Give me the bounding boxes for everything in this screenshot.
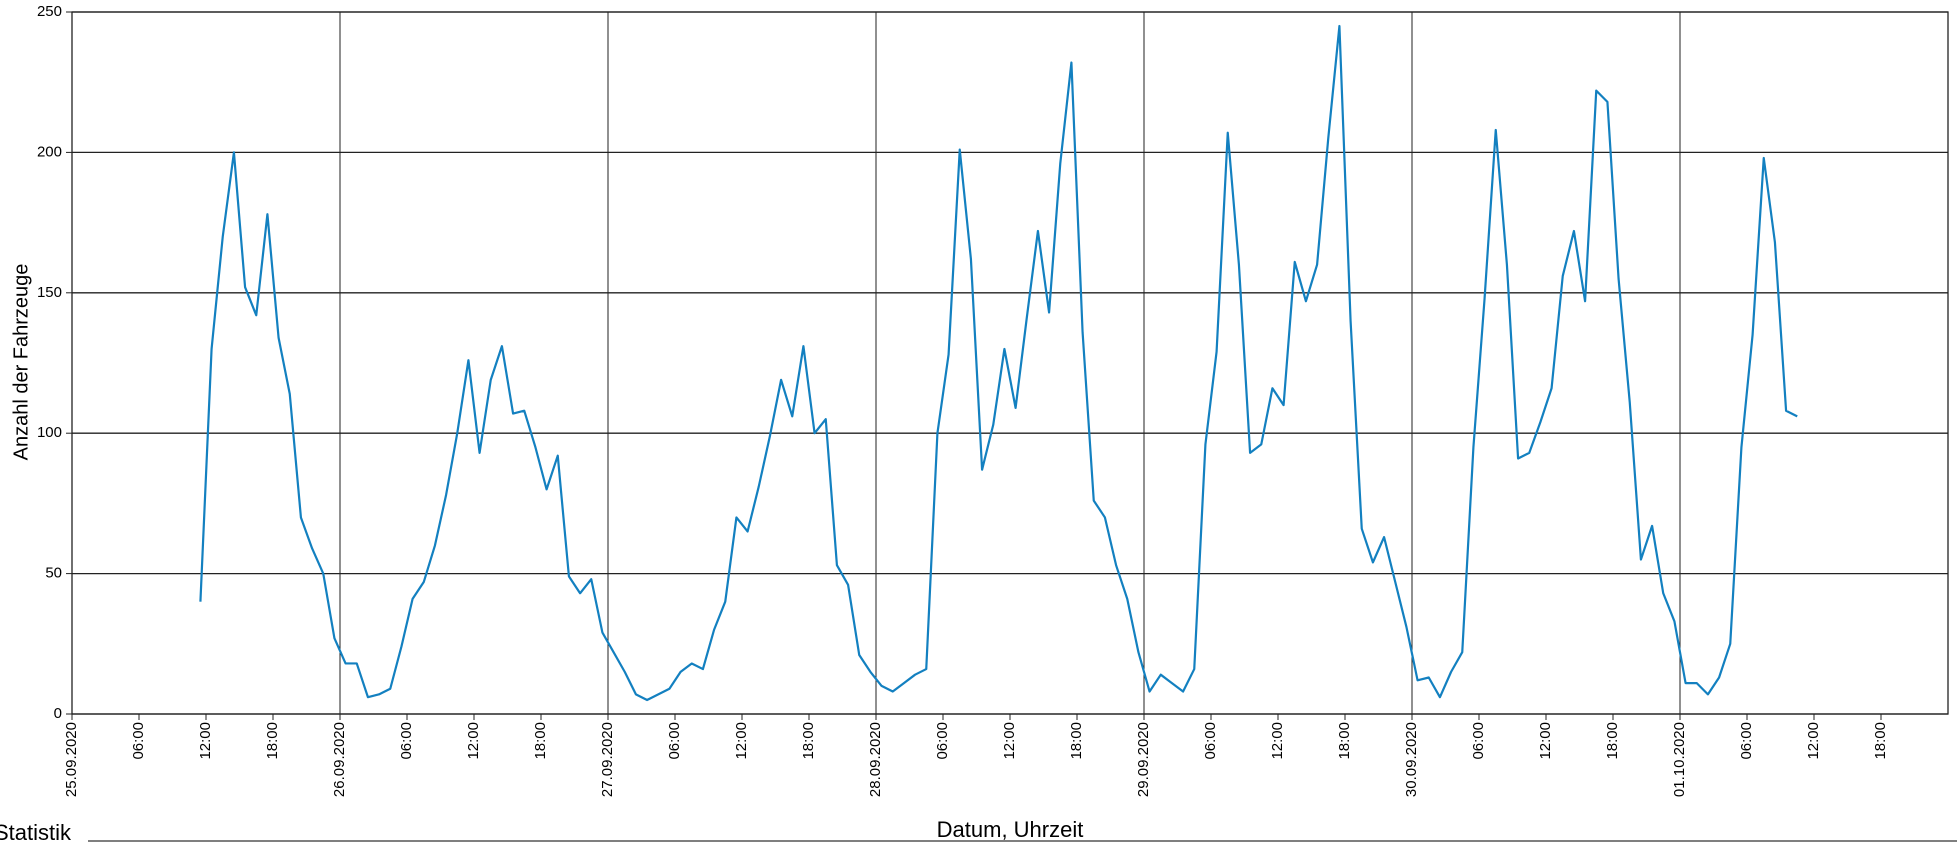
x-tick-label: 06:00 — [934, 722, 951, 760]
data-line — [199, 24, 1798, 702]
x-tick-label: 12:00 — [1537, 722, 1554, 760]
y-tick-label: 250 — [37, 3, 62, 20]
y-axis-title: Anzahl der Fahrzeuge — [10, 264, 32, 461]
x-tick-label: 18:00 — [532, 722, 549, 760]
x-tick-label: 18:00 — [1872, 722, 1889, 760]
x-tick-label: 06:00 — [1202, 722, 1219, 760]
x-tick-label: 25.09.2020 — [63, 722, 80, 797]
x-tick-label: 06:00 — [1470, 722, 1487, 760]
x-tick-label: 27.09.2020 — [599, 722, 616, 797]
x-axis-title: Datum, Uhrzeit — [937, 817, 1084, 842]
x-tick-label: 18:00 — [264, 722, 281, 760]
x-tick-label: 12:00 — [465, 722, 482, 760]
plot-frame — [71, 11, 1949, 715]
y-tick-label: 50 — [45, 565, 62, 582]
x-tick-label: 12:00 — [1805, 722, 1822, 760]
x-tick-label: 12:00 — [733, 722, 750, 760]
x-tick-label: 18:00 — [1068, 722, 1085, 760]
x-tick-label: 30.09.2020 — [1403, 722, 1420, 797]
x-tick-label: 06:00 — [666, 722, 683, 760]
x-tick-label: 28.09.2020 — [867, 722, 884, 797]
y-tick-label: 100 — [37, 424, 62, 441]
y-tick-label: 0 — [54, 705, 62, 722]
x-tick-label: 06:00 — [398, 722, 415, 760]
x-tick-label: 18:00 — [1336, 722, 1353, 760]
x-tick-label: 12:00 — [1269, 722, 1286, 760]
y-tick-label: 150 — [37, 284, 62, 301]
x-tick-label: 18:00 — [800, 722, 817, 760]
x-tick-label: 12:00 — [197, 722, 214, 760]
x-tick-label: 06:00 — [130, 722, 147, 760]
x-tick-label: 18:00 — [1604, 722, 1621, 760]
x-tick-label: 26.09.2020 — [331, 722, 348, 797]
footer-label: Statistik — [0, 820, 72, 843]
x-tick-label: 06:00 — [1738, 722, 1755, 760]
x-tick-label: 29.09.2020 — [1135, 722, 1152, 797]
x-tick-label: 12:00 — [1001, 722, 1018, 760]
y-tick-label: 200 — [37, 143, 62, 160]
x-tick-label: 01.10.2020 — [1671, 722, 1688, 797]
